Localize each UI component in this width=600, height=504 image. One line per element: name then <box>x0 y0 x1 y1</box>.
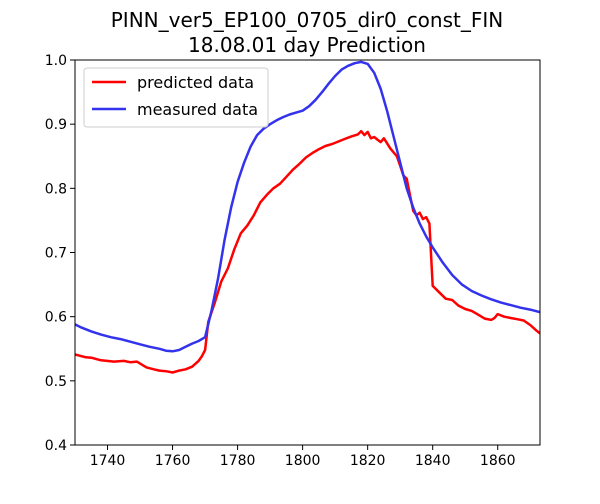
chart-title-line-2: 18.08.01 day Prediction <box>188 33 426 57</box>
x-tick-label: 1760 <box>155 453 191 469</box>
x-tick-label: 1840 <box>415 453 451 469</box>
y-tick-label: 0.9 <box>45 117 67 133</box>
axis-ticks: 1740 1760 1780 1800 1820 1840 1860 0.4 0.5 0.6 0.7… <box>45 53 516 469</box>
y-tick-label: 0.8 <box>45 181 67 197</box>
plot-area <box>75 60 540 374</box>
chart-title-line-1: PINN_ver5_EP100_0705_dir0_const_FIN <box>111 8 503 32</box>
series-line-predicted <box>75 129 540 374</box>
y-tick-label: 0.4 <box>45 438 67 454</box>
x-tick-label: 1820 <box>350 453 386 469</box>
y-tick-label: 1.0 <box>45 53 67 69</box>
legend-box <box>83 67 269 128</box>
axes-frame <box>74 59 541 446</box>
legend: predicted data measured data <box>83 67 269 128</box>
y-tick-label: 0.7 <box>45 246 67 262</box>
series-line-measured <box>75 60 540 353</box>
legend-label-measured: measured data <box>137 100 258 119</box>
x-tick-label: 1800 <box>285 453 321 469</box>
x-tick-label: 1860 <box>480 453 516 469</box>
legend-label-predicted: predicted data <box>137 73 254 92</box>
x-tick-label: 1780 <box>220 453 256 469</box>
x-tick-label: 1740 <box>90 453 126 469</box>
y-tick-label: 0.6 <box>45 310 67 326</box>
y-tick-label: 0.5 <box>45 374 67 390</box>
